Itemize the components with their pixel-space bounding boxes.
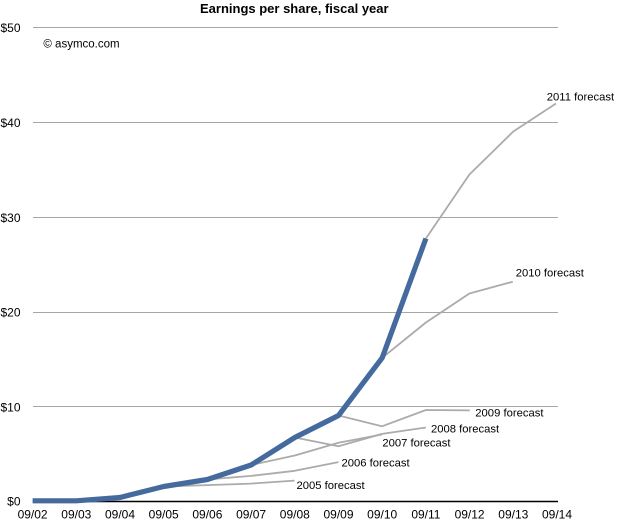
svg-text:09/02: 09/02 <box>18 507 48 521</box>
svg-text:09/03: 09/03 <box>61 507 91 521</box>
svg-text:$50: $50 <box>0 21 20 35</box>
svg-text:$10: $10 <box>0 401 20 415</box>
svg-text:09/08: 09/08 <box>280 507 310 521</box>
svg-text:$20: $20 <box>0 306 20 320</box>
svg-text:2005 forecast: 2005 forecast <box>297 480 366 492</box>
svg-text:© asymco.com: © asymco.com <box>43 38 119 50</box>
svg-text:2008 forecast: 2008 forecast <box>431 423 500 435</box>
svg-text:2010 forecast: 2010 forecast <box>516 268 585 280</box>
svg-text:09/13: 09/13 <box>498 507 528 521</box>
svg-text:09/12: 09/12 <box>455 507 485 521</box>
svg-text:$40: $40 <box>0 116 20 130</box>
svg-text:$0: $0 <box>7 495 21 509</box>
svg-text:09/09: 09/09 <box>323 507 353 521</box>
svg-text:09/10: 09/10 <box>367 507 397 521</box>
svg-text:09/04: 09/04 <box>105 507 135 521</box>
svg-text:09/11: 09/11 <box>411 507 440 521</box>
svg-text:$30: $30 <box>0 211 20 225</box>
svg-text:09/07: 09/07 <box>236 507 266 521</box>
svg-text:09/14: 09/14 <box>542 507 572 521</box>
svg-text:2011 forecast: 2011 forecast <box>547 92 615 104</box>
svg-text:09/05: 09/05 <box>149 507 179 521</box>
svg-text:09/06: 09/06 <box>192 507 222 521</box>
svg-text:Earnings per share, fiscal yea: Earnings per share, fiscal year <box>200 1 389 16</box>
svg-text:2006 forecast: 2006 forecast <box>342 457 411 469</box>
svg-text:2009 forecast: 2009 forecast <box>475 408 544 420</box>
svg-text:2007 forecast: 2007 forecast <box>382 437 451 449</box>
